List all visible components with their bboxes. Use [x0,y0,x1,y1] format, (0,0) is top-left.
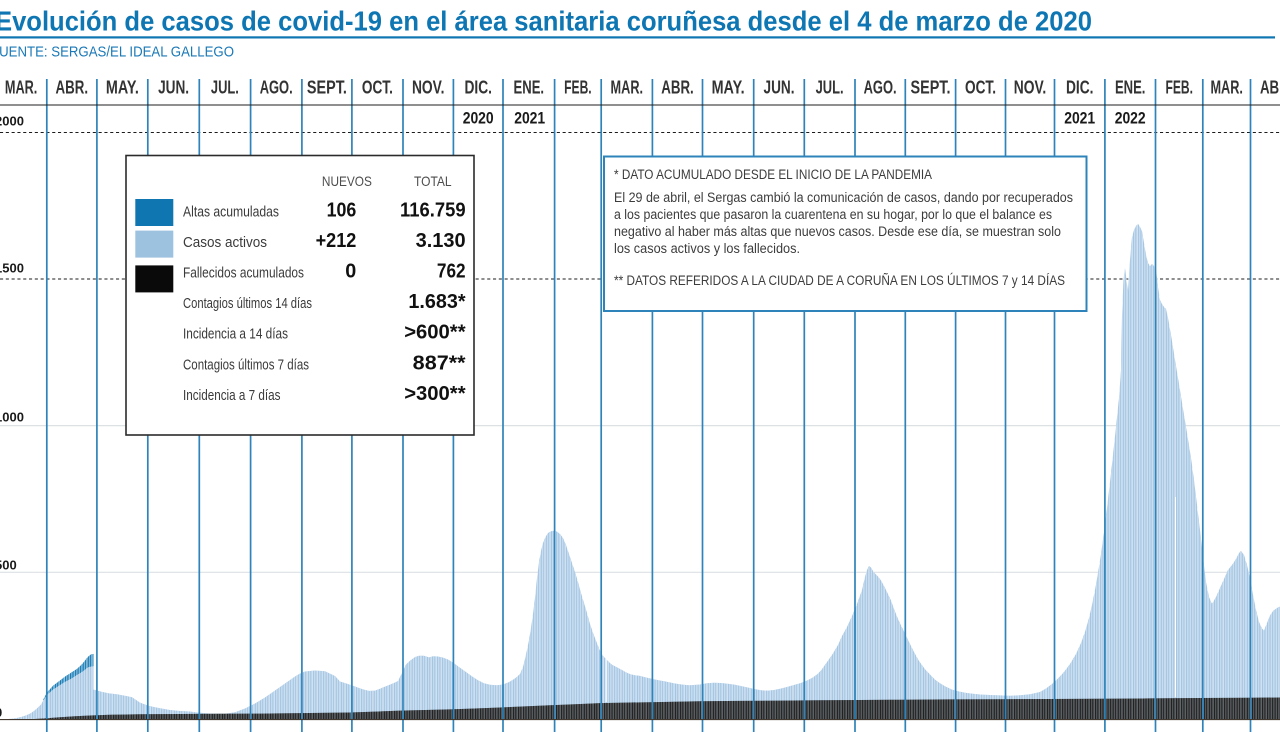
svg-text:3.130: 3.130 [416,229,466,252]
svg-text:ABR.: ABR. [56,78,89,98]
svg-text:Incidencia a 7 días: Incidencia a 7 días [183,387,281,404]
svg-text:JUL.: JUL. [211,78,239,98]
svg-text:JUN.: JUN. [764,78,795,98]
svg-text:ABR.: ABR. [661,78,694,98]
svg-text:El 29 de abril, el Sergas camb: El 29 de abril, el Sergas cambió la comu… [614,190,1073,205]
svg-text:NOV.: NOV. [1014,78,1047,98]
svg-text:MAR.: MAR. [611,78,644,98]
svg-text:a los pacientes que pasaron la: a los pacientes que pasaron la cuarenten… [614,207,1052,222]
svg-text:JUL.: JUL. [816,78,844,98]
svg-text:JUN.: JUN. [158,78,189,98]
svg-text:Altas acumuladas: Altas acumuladas [183,203,279,220]
svg-text:AGO.: AGO. [864,78,897,98]
svg-text:ABR.: ABR. [1260,78,1280,98]
svg-text:1.683*: 1.683* [408,290,465,313]
svg-text:MAR.: MAR. [5,78,38,98]
svg-text:Fallecidos acumulados: Fallecidos acumulados [183,265,304,282]
svg-text:2022: 2022 [1115,109,1146,128]
svg-text:DIC.: DIC. [464,78,492,98]
svg-text:2020: 2020 [463,109,494,128]
svg-text:OCT.: OCT. [965,78,996,98]
svg-text:762: 762 [437,260,466,283]
svg-text:Contagios últimos 7 días: Contagios últimos 7 días [183,356,309,373]
svg-text:+212: +212 [316,229,357,252]
svg-text:0: 0 [345,260,356,283]
svg-text:* DATO ACUMULADO DESDE EL INIC: * DATO ACUMULADO DESDE EL INICIO DE LA P… [614,167,932,182]
svg-text:0: 0 [0,705,2,720]
svg-text:SEPT.: SEPT. [911,78,951,98]
svg-text:Evolución de casos de covid-19: Evolución de casos de covid-19 en el áre… [0,6,1092,37]
svg-text:2000: 2000 [0,114,24,129]
svg-text:Incidencia a 14 días: Incidencia a 14 días [183,326,288,343]
svg-text:2021: 2021 [1064,109,1095,128]
svg-text:2021: 2021 [514,109,545,128]
svg-text:500: 500 [0,558,17,573]
svg-text:NUEVOS: NUEVOS [322,173,372,189]
svg-text:Casos activos: Casos activos [183,234,267,251]
svg-text:MAY.: MAY. [106,78,139,98]
svg-text:Contagios últimos 14 días: Contagios últimos 14 días [183,295,312,312]
svg-text:ENE.: ENE. [514,78,545,98]
svg-text:NOV.: NOV. [412,78,445,98]
svg-text:negativo al haber más altas qu: negativo al haber más altas que nuevos c… [614,224,1061,239]
svg-text:AGO.: AGO. [260,78,293,98]
svg-text:1500: 1500 [0,261,24,276]
svg-text:FUENTE: SERGAS/EL IDEAL GALLEG: FUENTE: SERGAS/EL IDEAL GALLEGO [0,44,234,61]
svg-text:106: 106 [327,198,357,221]
svg-text:1000: 1000 [0,410,24,425]
svg-text:FEB.: FEB. [564,78,592,98]
svg-text:116.759: 116.759 [400,198,466,221]
svg-text:DIC.: DIC. [1066,78,1094,98]
svg-text:ENE.: ENE. [1115,78,1146,98]
svg-text:TOTAL: TOTAL [414,173,452,189]
svg-text:>300**: >300** [404,382,465,405]
svg-text:OCT.: OCT. [362,78,393,98]
svg-text:MAR.: MAR. [1210,78,1243,98]
svg-text:los casos activos y los fallec: los casos activos y los fallecidos. [614,241,800,256]
svg-text:FEB.: FEB. [1165,78,1193,98]
svg-text:887**: 887** [413,351,466,374]
svg-text:** DATOS REFERIDOS A LA CIUDAD: ** DATOS REFERIDOS A LA CIUDAD DE A CORU… [614,273,1065,288]
svg-text:>600**: >600** [404,321,465,344]
svg-text:MAY.: MAY. [712,78,745,98]
svg-text:SEPT.: SEPT. [307,78,347,98]
